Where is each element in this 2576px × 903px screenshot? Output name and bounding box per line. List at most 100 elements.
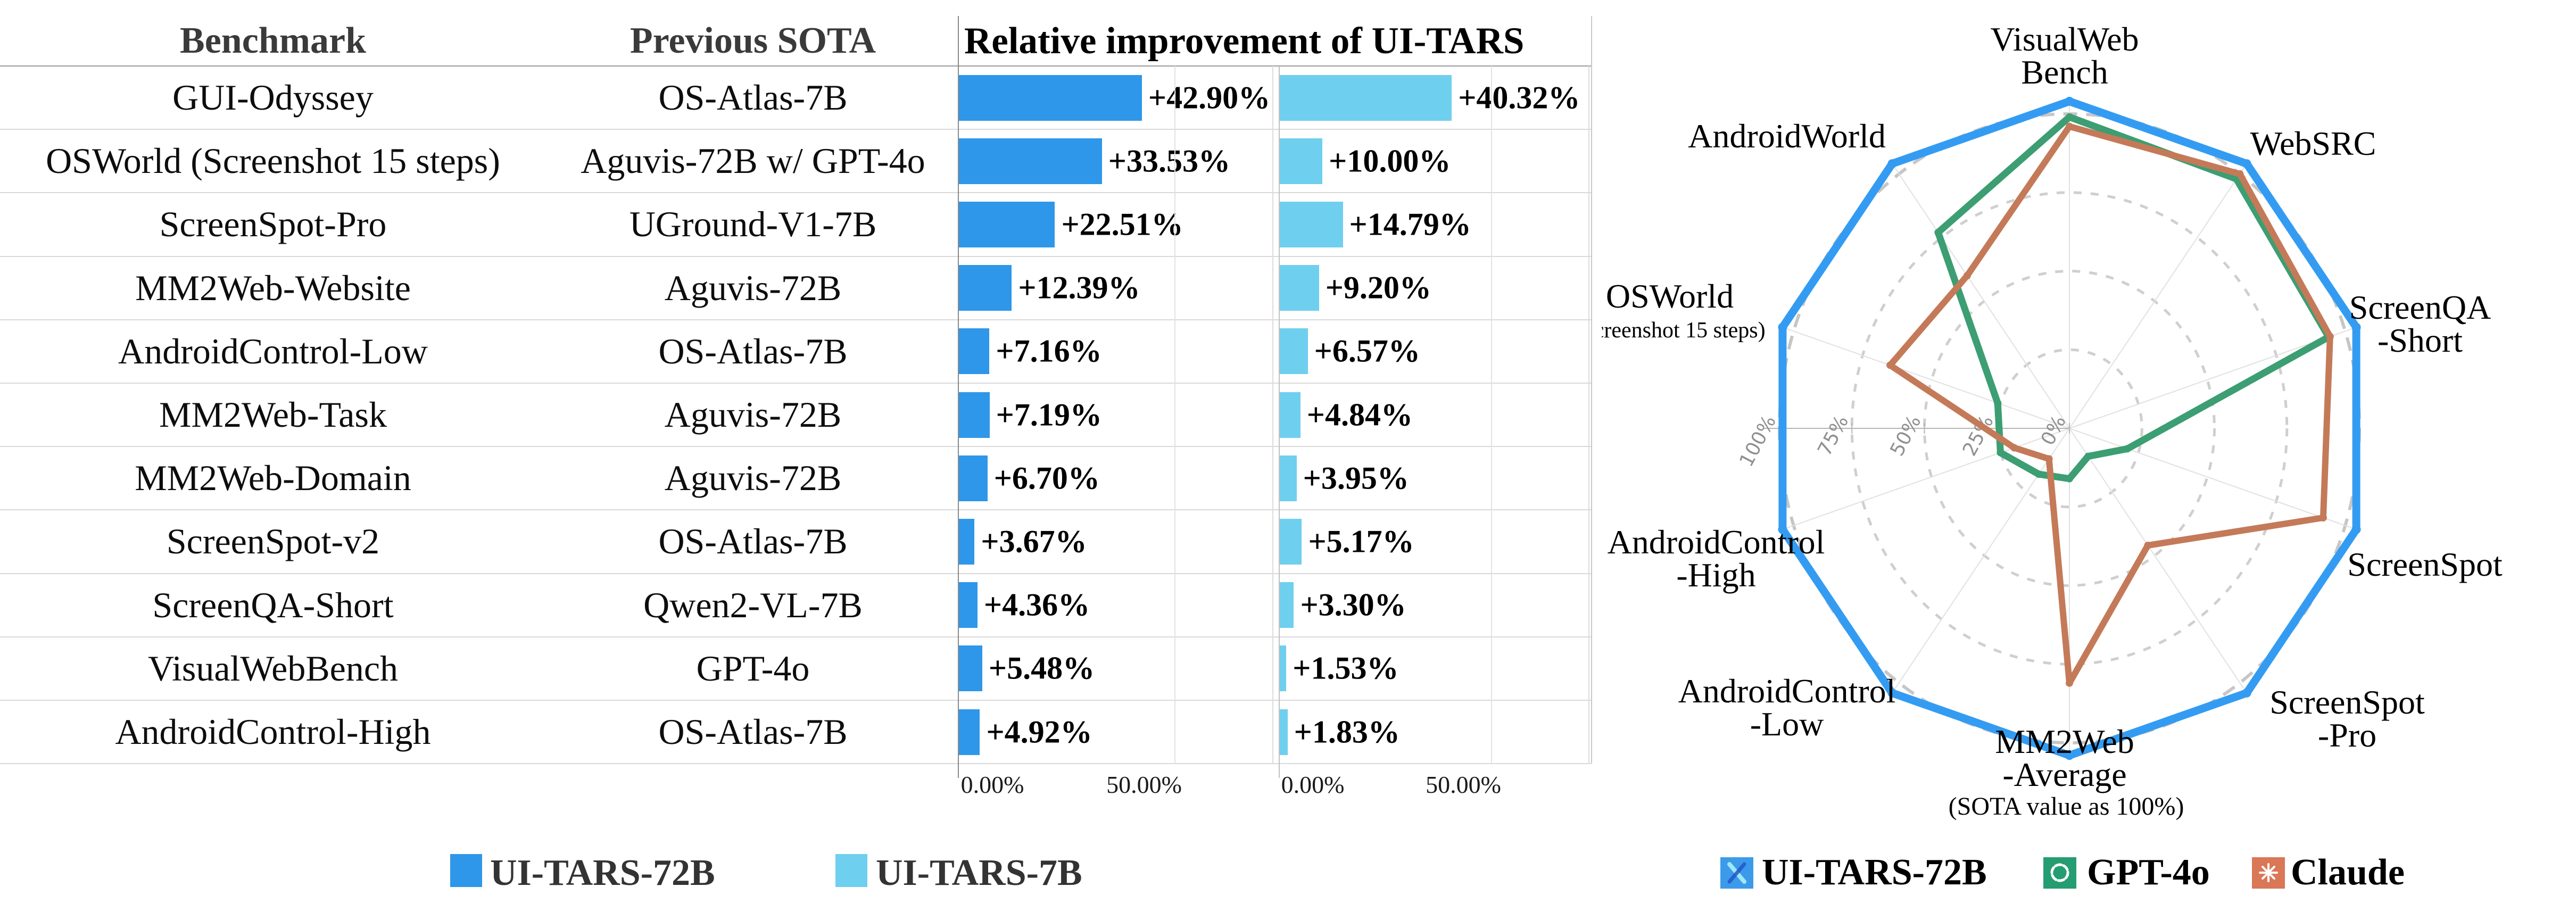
bar-uitars7b: +9.20%: [1280, 265, 1431, 311]
previous-sota-name: Aguvis-72B: [664, 458, 842, 499]
bar-value-label: +14.79%: [1349, 206, 1471, 242]
bar-uitars72b: +5.48%: [959, 645, 1095, 692]
bar-uitars72b: +42.90%: [959, 74, 1270, 121]
x-axis-tick: 50.00%: [1106, 771, 1182, 798]
radar-series-UI-TARS-72B: [1778, 96, 2361, 760]
legend-swatch-gpt4o: [2043, 857, 2076, 889]
previous-sota-name: Aguvis-72B: [664, 394, 842, 435]
bar-value-label: +42.90%: [1148, 80, 1271, 115]
radar-chart: 0%25%50%75%100%VisualWeb BenchWebSRCScree…: [1602, 20, 2503, 793]
radar-axis-label: ScreenQA -Short: [2349, 288, 2491, 359]
bar-value-label: +7.19%: [996, 397, 1102, 433]
table-row: MM2Web-Website Aguvis-72B +12.39% +9.20%: [0, 256, 1607, 320]
radar-axis-label: AndroidControl -High: [1608, 523, 1825, 594]
benchmark-improvement-table: Benchmark Previous SOTA Relative improve…: [0, 16, 1607, 893]
benchmark-name: ScreenSpot-Pro: [159, 204, 387, 245]
previous-sota-name: OS-Atlas-7B: [658, 330, 848, 371]
table-row: OSWorld (Screenshot 15 steps) Aguvis-72B…: [0, 129, 1607, 193]
benchmark-name: AndroidControl-High: [115, 711, 431, 752]
previous-sota-name: Aguvis-72B w/ GPT-4o: [581, 140, 925, 181]
previous-sota-name: OS-Atlas-7B: [658, 711, 848, 752]
claude-logo-icon: [2259, 863, 2278, 882]
bar-value-label: +1.53%: [1293, 650, 1399, 686]
bar-uitars72b: +7.19%: [959, 392, 1102, 438]
previous-sota-name: Qwen2-VL-7B: [643, 584, 863, 625]
benchmark-name: ScreenQA-Short: [152, 584, 394, 625]
previous-sota-name: OS-Atlas-7B: [658, 521, 848, 562]
previous-sota-name: Aguvis-72B: [664, 267, 842, 308]
legend-swatch-uitars72b: [1720, 857, 1753, 889]
bar-uitars7b: +4.84%: [1280, 392, 1413, 438]
table-row: MM2Web-Domain Aguvis-72B +6.70% +3.95%: [0, 446, 1607, 510]
bar-uitars7b: +10.00%: [1280, 138, 1451, 184]
bar-value-label: +6.57%: [1314, 333, 1420, 369]
table-row: ScreenSpot-Pro UGround-V1-7B +22.51% +14…: [0, 193, 1607, 256]
openai-logo-icon: [2050, 863, 2069, 882]
bar-value-label: +40.32%: [1458, 80, 1580, 115]
benchmark-name: VisualWebBench: [147, 648, 399, 689]
bar-value-label: +3.67%: [981, 524, 1087, 559]
bar-value-label: +22.51%: [1061, 206, 1183, 242]
benchmark-name: ScreenSpot-v2: [166, 521, 380, 562]
bar-value-label: +1.83%: [1294, 714, 1400, 750]
table-row: AndroidControl-High OS-Atlas-7B +4.92% +…: [0, 700, 1607, 764]
bar-value-label: +7.16%: [996, 333, 1102, 369]
bar-uitars7b: +14.79%: [1280, 201, 1471, 247]
bar-uitars72b: +4.36%: [959, 582, 1090, 628]
legend-swatch-uitars7b: [835, 854, 867, 887]
benchmark-name: AndroidControl-Low: [118, 330, 428, 371]
bar-value-label: +4.92%: [986, 714, 1092, 750]
radar-spokes: [1782, 101, 2357, 756]
col-header-benchmark: Benchmark: [180, 20, 366, 61]
radial-tick-label: 50%: [1886, 412, 1926, 460]
bar-uitars72b: +33.53%: [959, 138, 1230, 184]
bar-uitars7b: +1.83%: [1280, 709, 1400, 755]
bar-uitars72b: +6.70%: [959, 455, 1100, 501]
bar-value-label: +6.70%: [993, 460, 1100, 496]
bar-value-label: +33.53%: [1108, 143, 1230, 179]
benchmark-name: MM2Web-Domain: [135, 458, 411, 499]
radar-axis-labels: VisualWeb Bench WebSRC ScreenQA -Short Screen…: [1602, 20, 2503, 793]
previous-sota-name: OS-Atlas-7B: [658, 77, 848, 118]
table-row: ScreenQA-Short Qwen2-VL-7B +4.36% +3.30%: [0, 574, 1607, 637]
benchmark-name: OSWorld (Screenshot 15 steps): [46, 140, 500, 181]
bar-uitars72b: +22.51%: [959, 201, 1183, 247]
radar-chart-panel: 0% 25% 50% 75% 100% VisualWeb Bench WebSRC Scree…: [1602, 0, 2576, 903]
bar-value-label: +9.20%: [1325, 270, 1431, 305]
bar-uitars72b: +4.92%: [959, 709, 1092, 755]
bar-uitars7b: +5.17%: [1280, 518, 1414, 565]
table-row: MM2Web-Task Aguvis-72B +7.19% +4.84%: [0, 383, 1607, 446]
benchmark-name: MM2Web-Task: [159, 394, 387, 435]
bar-value-label: +3.30%: [1300, 587, 1406, 623]
bar-value-label: +3.95%: [1303, 460, 1409, 496]
uitars-logo-icon: [1727, 862, 1746, 884]
radar-series-Claude: [1886, 122, 2334, 687]
x-axis-tick: 0.00%: [960, 771, 1024, 798]
bar-value-label: +5.17%: [1308, 524, 1414, 559]
col-header-relative-improvement: Relative improvement of UI-TARS: [964, 20, 1525, 62]
radial-tick-label: 0%: [2037, 412, 2070, 449]
bar-uitars7b: +1.53%: [1280, 645, 1398, 692]
benchmark-name: MM2Web-Website: [135, 267, 411, 308]
previous-sota-name: GPT-4o: [696, 648, 810, 689]
x-axis-tick: 0.00%: [1281, 771, 1345, 798]
radar-axis-label: MM2Web -Average: [1995, 723, 2134, 793]
legend-swatch-uitars72b: [450, 854, 482, 887]
bar-value-label: +12.39%: [1018, 270, 1140, 305]
radar-axis-label: AndroidControl -Low: [1678, 672, 1896, 743]
legend-label-uitars72b: UI-TARS-72B: [490, 852, 715, 893]
col-header-previous-sota: Previous SOTA: [629, 20, 876, 61]
bar-value-label: +4.36%: [983, 587, 1090, 623]
x-axis-tick: 50.00%: [1426, 771, 1501, 798]
bar-uitars72b: +12.39%: [959, 265, 1140, 311]
radar-footnote: (SOTA value as 100%): [1948, 792, 2184, 821]
bar-uitars72b: +3.67%: [959, 518, 1087, 565]
bar-uitars7b: +6.57%: [1280, 328, 1420, 375]
bar-value-label: +4.84%: [1306, 397, 1413, 433]
radial-tick-label: 100%: [1735, 412, 1780, 470]
table-row: AndroidControl-Low OS-Atlas-7B +7.16% +6…: [0, 320, 1607, 383]
legend-label-gpt4o: GPT-4o: [2087, 852, 2210, 893]
radar-axis-label: AndroidWorld: [1688, 117, 1886, 155]
legend-label-claude: Claude: [2291, 852, 2405, 893]
table-row: VisualWebBench GPT-4o +5.48% +1.53%: [0, 637, 1607, 700]
